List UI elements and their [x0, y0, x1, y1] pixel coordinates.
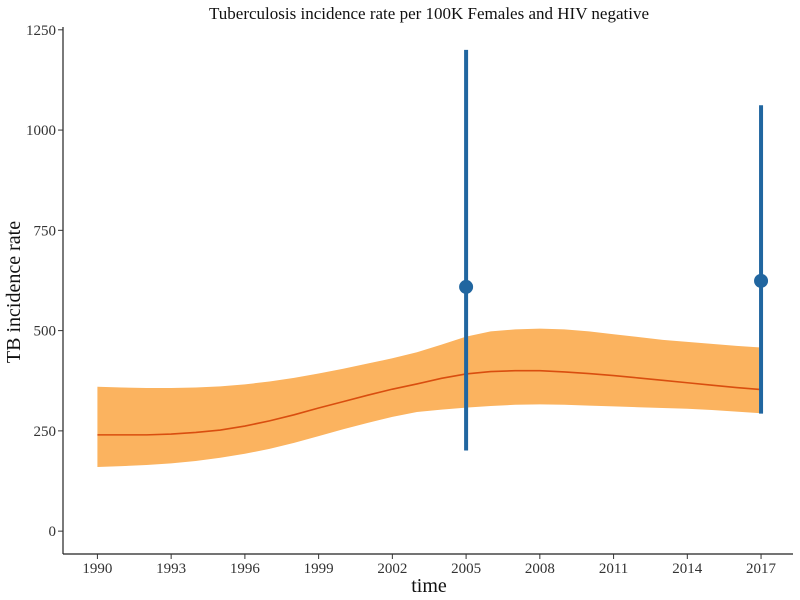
y-tick-label: 500 [34, 324, 57, 340]
data-point [459, 279, 474, 294]
incidence-line [97, 369, 762, 436]
axes: 1990 1993 1996 1999 2002 2005 2008 2011 2014 2017… [26, 23, 793, 577]
x-tick-label: 1999 [304, 561, 334, 577]
plot-area [97, 49, 769, 467]
chart-title: Tuberculosis incidence rate per 100K Fem… [209, 4, 649, 23]
x-tick-label: 2002 [377, 561, 407, 577]
x-tick-label: 2011 [599, 561, 628, 577]
x-tick-label: 2005 [451, 561, 481, 577]
x-tick-label: 2017 [746, 561, 777, 577]
y-axis-title: TB incidence rate [3, 221, 25, 363]
x-tick-label: 2014 [672, 561, 703, 577]
y-tick-label: 250 [34, 424, 57, 440]
x-tick-label: 1996 [230, 561, 261, 577]
y-tick-label: 750 [34, 223, 57, 239]
x-tick-label: 1990 [82, 561, 112, 577]
y-tick-label: 1000 [26, 123, 56, 139]
x-tick-label: 1993 [156, 561, 186, 577]
uncertainty-band [97, 328, 762, 467]
data-point [754, 273, 769, 288]
y-tick-label: 0 [49, 524, 57, 540]
x-tick-label: 2008 [525, 561, 555, 577]
y-tick-label: 1250 [26, 23, 56, 39]
x-axis-title: time [411, 575, 447, 597]
